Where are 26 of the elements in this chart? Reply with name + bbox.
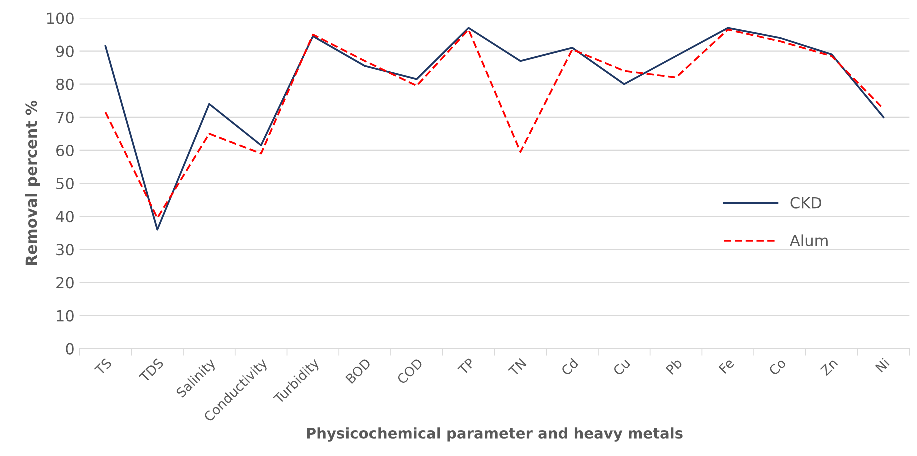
y-tick-label: 20 bbox=[56, 277, 74, 289]
x-tick-label: Co bbox=[768, 358, 787, 376]
x-tick-label: Zn bbox=[820, 358, 838, 376]
legend-label: CKD bbox=[790, 197, 822, 209]
x-tick-label: Fe bbox=[718, 358, 735, 374]
x-tick-label: TP bbox=[458, 358, 476, 376]
y-tick-label: 90 bbox=[56, 46, 74, 58]
y-tick-label: 50 bbox=[56, 178, 74, 190]
y-tick-label: 80 bbox=[56, 78, 74, 90]
y-tick-label: 0 bbox=[66, 343, 74, 355]
y-tick-label: 60 bbox=[56, 144, 74, 156]
y-tick-label: 30 bbox=[56, 244, 74, 256]
x-tick-label: TN bbox=[508, 358, 527, 377]
x-tick-label: TDS bbox=[138, 358, 164, 384]
x-tick-label: TS bbox=[94, 358, 112, 376]
x-tick-label: Cd bbox=[560, 358, 579, 376]
y-tick-label: 10 bbox=[57, 310, 74, 322]
y-tick-label: 100 bbox=[47, 12, 74, 24]
y-axis-title: Removal percent % bbox=[25, 100, 40, 266]
x-tick-label: Cu bbox=[612, 358, 631, 376]
legend-label: Alum bbox=[790, 234, 828, 246]
y-tick-label: 70 bbox=[56, 112, 74, 124]
x-tick-label: Ni bbox=[875, 358, 890, 373]
x-axis-title: Physicochemical parameter and heavy metals bbox=[307, 428, 683, 442]
x-tick-label: Pb bbox=[666, 358, 683, 376]
y-tick-label: 40 bbox=[56, 211, 74, 223]
